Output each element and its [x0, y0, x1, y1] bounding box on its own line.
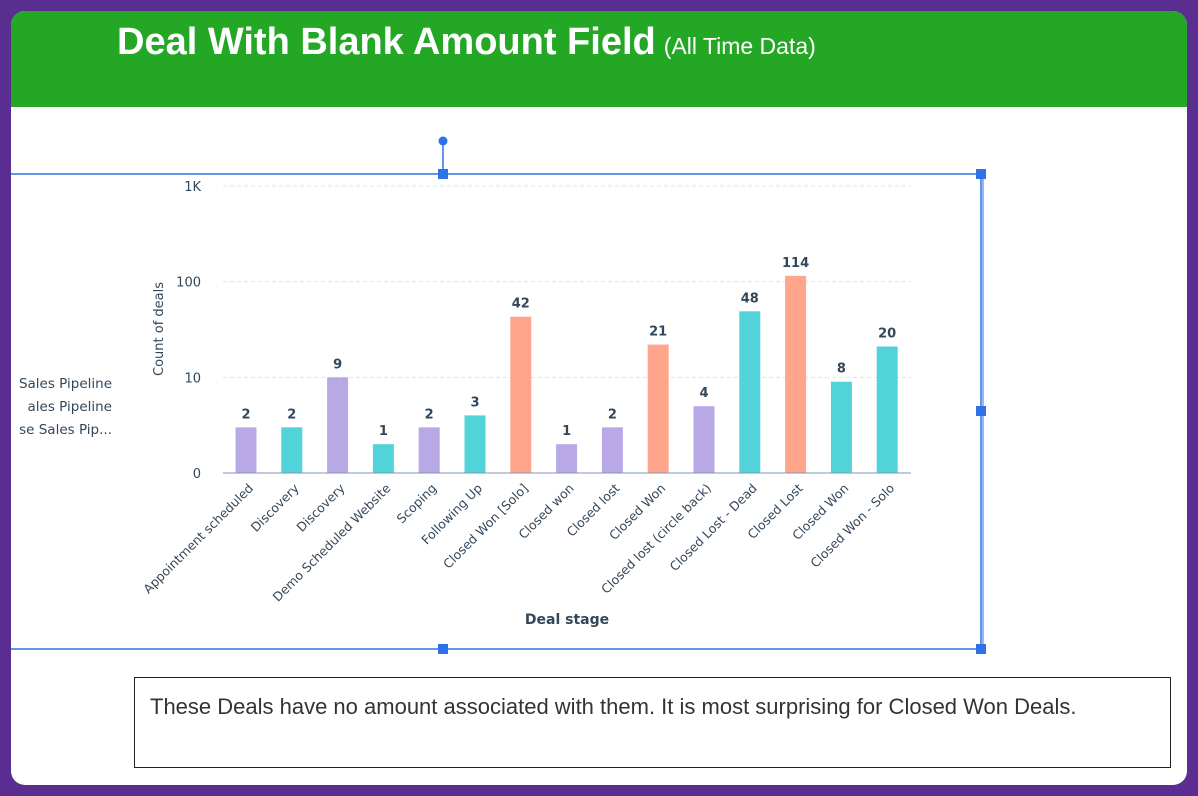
x-tick-label: Closed Won - Solo [807, 481, 897, 571]
bar [327, 377, 349, 473]
x-axis-ticks: Appointment scheduledDiscoveryDiscoveryD… [140, 480, 897, 604]
bar-value-label: 20 [878, 327, 896, 342]
chart-bars: 2 2 9 1 2 3 42 1 2 21 4 48 114 8 20 [235, 256, 898, 473]
bar-value-label: 8 [837, 362, 846, 377]
chart-gridlines [223, 185, 911, 378]
legend-item[interactable]: Sales Pipeline [18, 376, 112, 392]
x-tick-label: Closed Lost - Dead [666, 481, 759, 574]
resize-handle-top-right[interactable] [976, 169, 986, 179]
x-tick-label: Scoping [394, 481, 440, 527]
bar-value-label: 2 [425, 407, 434, 422]
bar [876, 346, 898, 473]
legend-item[interactable]: ales Pipeline [27, 399, 113, 415]
slide: Deal With Blank Amount Field (All Time Da… [11, 11, 1187, 785]
title-banner: Deal With Blank Amount Field (All Time Da… [11, 11, 1187, 107]
resize-handle-top[interactable] [438, 169, 448, 179]
bar-value-label: 3 [470, 395, 479, 410]
rotate-handle[interactable] [438, 136, 448, 146]
bar-value-label: 4 [699, 386, 708, 401]
bar-chart[interactable]: 0 10 100 1K 2 2 9 1 2 3 42 1 2 21 4 48 114 8 20 Appointme… [11, 11, 1187, 785]
bar [418, 427, 440, 473]
y-tick-label: 10 [184, 371, 201, 386]
bar [556, 444, 578, 473]
bar [372, 444, 394, 473]
bar [464, 415, 486, 473]
y-tick-label: 0 [193, 467, 201, 482]
bar-value-label: 1 [379, 424, 388, 439]
bar [510, 316, 532, 473]
bar [281, 427, 303, 473]
x-tick-label: Discovery [248, 480, 303, 535]
x-tick-label: Appointment scheduled [140, 481, 256, 597]
bar [647, 344, 669, 473]
bar-value-label: 9 [333, 357, 342, 372]
title-subtitle: (All Time Data) [663, 33, 816, 59]
resize-handle-right[interactable] [976, 406, 986, 416]
chart-legend: Sales Pipeline ales Pipeline se Sales Pi… [11, 373, 131, 442]
y-tick-label: 100 [176, 276, 201, 291]
bar-value-label: 42 [512, 297, 530, 312]
y-tick-label: 1K [184, 180, 201, 195]
bar-value-label: 1 [562, 424, 571, 439]
x-tick-label: Closed Won [Solo] [440, 481, 531, 572]
bar-value-label: 21 [649, 325, 667, 340]
bar-value-label: 2 [608, 407, 617, 422]
bar-value-label: 48 [741, 291, 759, 306]
bar-value-label: 114 [782, 256, 809, 271]
bar [785, 275, 807, 473]
slide-title: Deal With Blank Amount Field (All Time Da… [117, 21, 816, 64]
bar-value-label: 2 [287, 407, 296, 422]
bar [830, 381, 852, 473]
bar [601, 427, 623, 473]
y-axis-ticks: 0 10 100 1K [176, 180, 201, 482]
bar [693, 406, 715, 473]
legend-item[interactable]: se Sales Pip... [19, 422, 112, 438]
resize-handle-bottom-right[interactable] [976, 644, 986, 654]
x-axis-label: Deal stage [525, 612, 609, 628]
y-axis-label: Count of deals [152, 282, 167, 376]
bar-value-label: 2 [241, 407, 250, 422]
bar [235, 427, 257, 473]
selection-frame[interactable] [11, 136, 986, 655]
title-text: Deal With Blank Amount Field [117, 21, 656, 63]
resize-handle-bottom[interactable] [438, 644, 448, 654]
caption-box: These Deals have no amount associated wi… [134, 677, 1171, 768]
bar [739, 311, 761, 473]
